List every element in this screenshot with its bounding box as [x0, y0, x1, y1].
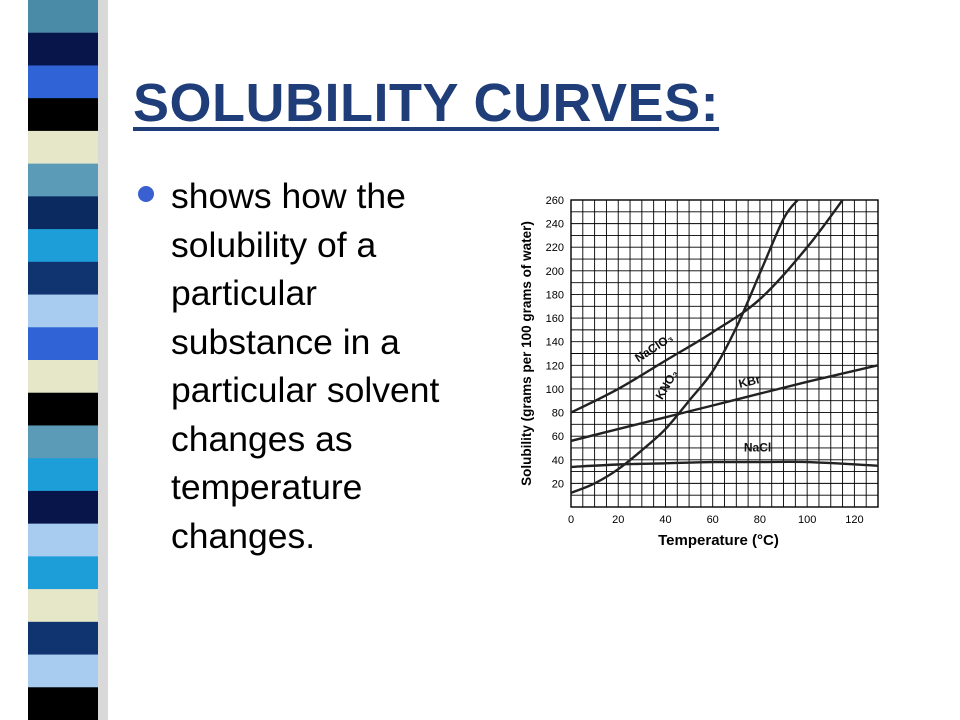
stripe-segment [28, 65, 98, 99]
y-tick-label: 240 [546, 219, 564, 231]
stripe-segment [28, 425, 98, 459]
series-label-nacl: NaCl [744, 441, 771, 455]
y-tick-label: 260 [546, 195, 564, 207]
plot-frame [570, 199, 879, 508]
stripe-segment [28, 392, 98, 426]
bullet-item: shows how the solubility of a particular… [138, 172, 508, 560]
stripe-segment [28, 163, 98, 197]
y-tick-label: 120 [546, 360, 564, 372]
stripe-segment [28, 654, 98, 688]
stripe-segment [28, 523, 98, 557]
series-label-kbr: KBr [737, 372, 762, 391]
stripe-segment [28, 556, 98, 590]
series-label-kno: KNO₃ [653, 367, 681, 402]
stripe-segment [28, 327, 98, 361]
stripe-segment [28, 458, 98, 492]
y-tick-label: 20 [552, 478, 564, 490]
stripe-shadow [98, 0, 108, 720]
y-tick-label: 100 [546, 384, 564, 396]
solubility-chart: 20 40 60 80 100 120 140 160 180 200 220 240 260 0 20 40… [519, 195, 879, 549]
bullet-text: shows how the solubility of a particular… [171, 176, 440, 556]
series-line-nacl [571, 460, 878, 469]
y-tick-label: 220 [546, 242, 564, 254]
y-axis-label: Solubility (grams per 100 grams of water… [519, 221, 534, 486]
stripe-segment [28, 687, 98, 720]
y-tick-label: 60 [552, 431, 564, 443]
stripe-segment [28, 98, 98, 132]
series-line-kbr [571, 364, 878, 443]
stripe-segment [28, 130, 98, 165]
x-tick-label: 20 [612, 514, 624, 526]
stripe-segment [28, 32, 98, 66]
decorative-stripe-bar [0, 0, 108, 720]
series-line-naclo [571, 200, 844, 414]
stripe-segment [28, 490, 98, 525]
stripe-segment [28, 589, 98, 623]
stripe-segment [28, 0, 98, 34]
y-tick-label: 40 [552, 455, 564, 467]
x-tick-label: 40 [659, 514, 671, 526]
stripe-segment [28, 621, 98, 656]
x-tick-label: 0 [568, 514, 574, 526]
y-tick-label: 160 [546, 313, 564, 325]
series-line-kno [571, 200, 799, 494]
x-axis-label: Temperature (°C) [658, 532, 779, 549]
stripe-left-margin [0, 0, 28, 720]
y-tick-label: 140 [546, 337, 564, 349]
y-tick-label: 200 [546, 266, 564, 278]
stripe-segment [28, 196, 98, 230]
bullet-dot-icon [138, 186, 154, 202]
stripe-segment [28, 360, 98, 394]
x-tick-label: 60 [707, 514, 719, 526]
bullet-list: shows how the solubility of a particular… [138, 172, 508, 560]
stripe-segment [28, 294, 98, 328]
y-tick-label: 80 [552, 408, 564, 420]
stripe-segment [28, 229, 98, 263]
slide-title: SOLUBILITY CURVES: [133, 73, 720, 133]
stripe-segment [28, 261, 98, 296]
x-tick-label: 80 [754, 514, 766, 526]
x-tick-label: 120 [845, 514, 863, 526]
x-tick-label: 100 [798, 514, 816, 526]
y-tick-label: 180 [546, 289, 564, 301]
